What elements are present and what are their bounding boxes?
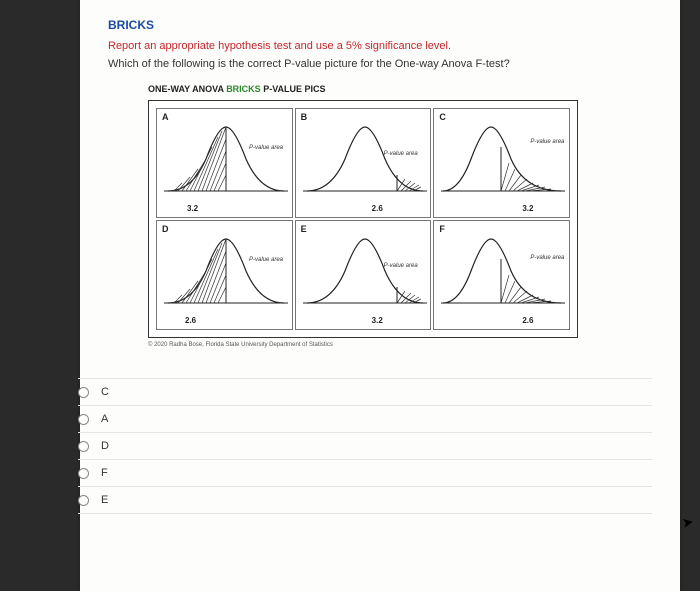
panel-c-pval-label: P-value area [530,139,564,145]
panel-e-curve [301,231,429,309]
panel-b-curve [301,119,429,197]
panel-a-curve [162,119,290,197]
radio-icon[interactable] [78,414,89,425]
answer-options: C A D F E [78,378,652,514]
figure-title-pre: ONE-WAY ANOVA [148,84,226,94]
radio-icon[interactable] [78,468,89,479]
option-e-label: E [101,494,108,506]
option-a[interactable]: A [78,405,652,432]
panels-grid: A P-value area 3.2 [148,100,578,338]
panel-a-pval-label: P-value area [249,145,283,151]
panel-a: A P-value area 3.2 [156,108,293,218]
figure-title-post: P-VALUE PICS [261,84,326,94]
figure-container: ONE-WAY ANOVA BRICKS P-VALUE PICS A [148,84,578,348]
radio-icon[interactable] [78,495,89,506]
panel-c-curve [439,119,567,197]
panel-b-pval-label: P-value area [384,151,418,157]
copyright-text: © 2020 Radha Bose, Florida State Univers… [148,342,578,348]
panel-e: E P-value area 3.2 [295,220,432,330]
option-c-label: C [101,386,109,398]
radio-icon[interactable] [78,387,89,398]
option-c[interactable]: C [78,378,652,405]
panel-f-curve [439,231,567,309]
option-d-label: D [101,440,109,452]
option-d[interactable]: D [78,432,652,459]
panel-b: B P-value area 2.6 [295,108,432,218]
panels-row-2: D P-value area 2.6 [155,219,571,331]
panel-c-xval: 3.2 [522,204,533,213]
panel-d-xval: 2.6 [185,316,196,325]
figure-title-green: BRICKS [226,84,261,94]
option-f-label: F [101,467,108,479]
instruction-text: Report an appropriate hypothesis test an… [108,40,652,52]
cursor-icon: ➤ [681,513,696,532]
figure-title: ONE-WAY ANOVA BRICKS P-VALUE PICS [148,84,578,94]
option-f[interactable]: F [78,459,652,486]
question-text: Which of the following is the correct P-… [108,58,652,70]
panel-e-xval: 3.2 [372,316,383,325]
panel-a-xval: 3.2 [187,204,198,213]
option-a-label: A [101,413,108,425]
panel-c: C P-value area 3.2 [433,108,570,218]
panels-row-1: A P-value area 3.2 [155,107,571,219]
panel-f-pval-label: P-value area [530,255,564,261]
panel-f: F P-value area 2.6 [433,220,570,330]
panel-b-xval: 2.6 [372,204,383,213]
radio-icon[interactable] [78,441,89,452]
page-title: BRICKS [108,18,652,32]
panel-d-pval-label: P-value area [249,257,283,263]
panel-d-curve [162,231,290,309]
option-e[interactable]: E [78,486,652,514]
panel-e-pval-label: P-value area [384,263,418,269]
panel-d: D P-value area 2.6 [156,220,293,330]
panel-f-xval: 2.6 [522,316,533,325]
question-page: BRICKS Report an appropriate hypothesis … [80,0,680,591]
